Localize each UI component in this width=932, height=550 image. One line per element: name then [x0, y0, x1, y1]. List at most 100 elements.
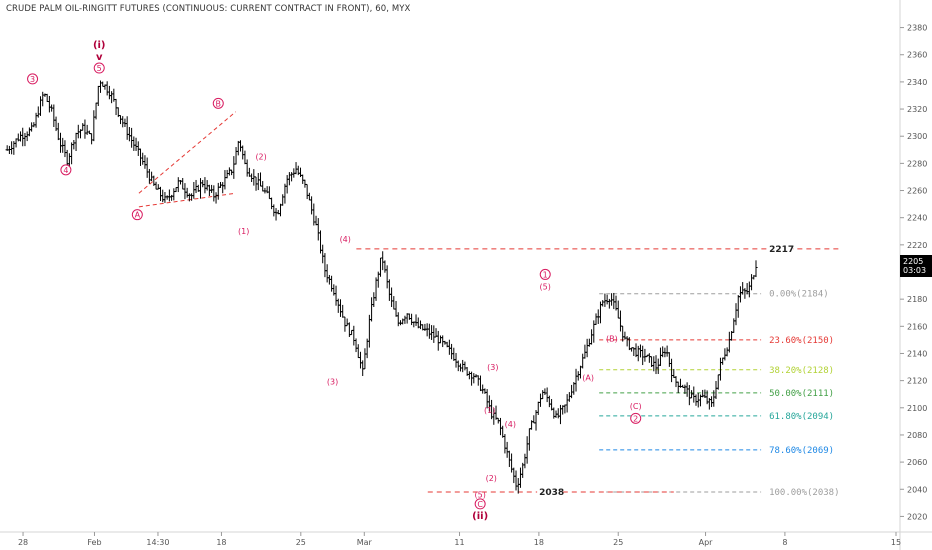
candle [587, 338, 591, 347]
candle [183, 183, 187, 200]
candle [592, 320, 596, 343]
candle [223, 170, 227, 190]
triangle-line [138, 111, 237, 194]
wave-text: (B) [606, 334, 618, 343]
candle [747, 281, 751, 298]
y-tick-label: 2360 [907, 51, 927, 60]
candle [518, 467, 523, 488]
candle [274, 208, 278, 221]
candle [558, 404, 563, 425]
candle [545, 387, 549, 403]
candle [38, 96, 43, 116]
wave-text: (3) [327, 378, 338, 387]
candle [90, 133, 94, 145]
candle [25, 131, 29, 142]
wave-circle [131, 209, 143, 221]
candle [647, 353, 651, 363]
candle [176, 177, 180, 193]
candle [369, 297, 374, 322]
candle [654, 355, 658, 375]
level-label-bg [767, 242, 794, 254]
wave-label: (3) [487, 363, 498, 372]
candle [147, 168, 151, 184]
candle [212, 185, 216, 202]
y-tick-label: 2040 [907, 485, 927, 494]
candle [305, 183, 309, 200]
candle [132, 136, 136, 151]
y-tick-label: 2220 [907, 241, 927, 250]
candle [427, 323, 431, 339]
y-tick-label: 2340 [907, 78, 927, 87]
candle [243, 150, 247, 165]
fib-level-label: 78.60%(2069) [769, 446, 834, 456]
candle [463, 361, 467, 371]
candle [723, 348, 727, 361]
candle [605, 294, 609, 305]
fib-level-label: 61.80%(2094) [769, 412, 834, 422]
candle [576, 371, 580, 381]
candle [285, 175, 289, 194]
candle [101, 81, 105, 87]
candle [145, 157, 149, 178]
candle [27, 127, 31, 137]
candle [23, 132, 27, 147]
candle [185, 187, 189, 198]
candle [736, 295, 740, 318]
candle [694, 394, 698, 406]
candle [72, 140, 76, 150]
candle [221, 182, 225, 194]
candle [214, 192, 218, 204]
candle [714, 381, 718, 399]
x-tick-label: 8 [782, 538, 787, 547]
candle [523, 453, 527, 469]
candle [307, 192, 311, 201]
level-label-bg [537, 485, 564, 497]
candle [56, 122, 60, 141]
wave-circle [539, 268, 551, 280]
y-tick-label: 2240 [907, 214, 927, 223]
candle [201, 180, 205, 188]
candle [363, 348, 367, 370]
candle [247, 167, 251, 177]
candle [321, 244, 325, 264]
candle [583, 344, 587, 359]
candle [516, 478, 520, 494]
candle [361, 360, 365, 377]
wave-text: (3) [487, 363, 498, 372]
wave-text: 1 [543, 270, 548, 279]
candle [94, 102, 98, 120]
candle [527, 428, 531, 451]
candle [414, 314, 418, 326]
candle [541, 390, 545, 400]
candle [447, 339, 451, 355]
candle [556, 408, 560, 419]
wave-text: (C) [630, 402, 642, 411]
candle [323, 253, 327, 278]
chart-title: CRUDE PALM OIL-RINGITT FUTURES (CONTINUO… [6, 4, 411, 14]
candle [438, 335, 443, 344]
wave-label: (1) [238, 227, 249, 236]
wave-text: C [477, 500, 483, 509]
candle [36, 106, 40, 118]
y-tick-label: 2320 [907, 105, 927, 114]
candle [107, 85, 111, 100]
x-tick-label: Feb [87, 538, 101, 547]
candle [250, 173, 254, 183]
candle [325, 264, 329, 283]
candle [45, 93, 49, 103]
candle [674, 376, 678, 388]
candle [625, 336, 629, 347]
candle [656, 358, 660, 374]
candle [498, 417, 503, 436]
candle [738, 286, 743, 303]
candle [81, 123, 85, 131]
candle [538, 393, 543, 407]
candle [452, 347, 456, 361]
candle [514, 470, 518, 491]
candle [341, 304, 345, 318]
candle [138, 148, 143, 166]
candle [525, 436, 529, 464]
candle [143, 155, 147, 169]
